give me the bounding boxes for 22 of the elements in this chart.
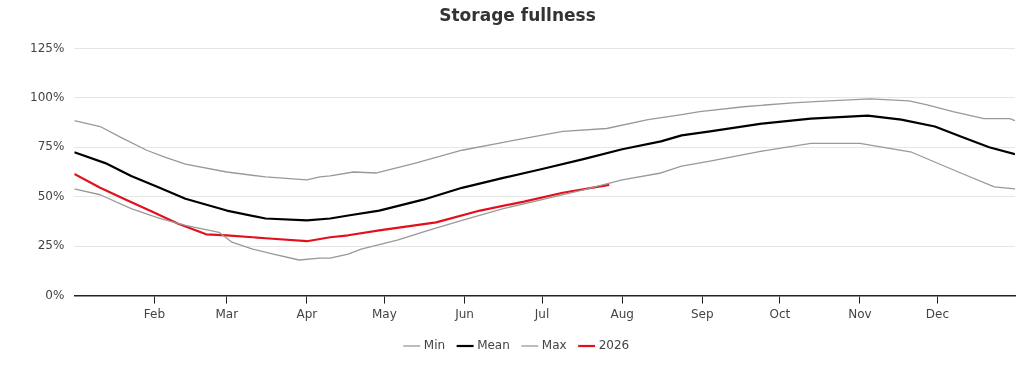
- x-tick-label: Oct: [769, 306, 791, 321]
- x-tick-label: Aug: [610, 306, 634, 321]
- x-tick-label: Feb: [143, 306, 166, 321]
- y-tick-label: 25%: [37, 238, 65, 253]
- chart-title: Storage fullness: [439, 4, 596, 25]
- y-tick-label: 75%: [37, 139, 65, 154]
- legend-label: 2026: [598, 338, 630, 353]
- y-tick-label: 125%: [29, 40, 65, 55]
- y-tick-label: 50%: [37, 188, 65, 203]
- x-tick-label: Mar: [215, 306, 239, 321]
- y-tick-label: 0%: [45, 287, 65, 302]
- x-tick-label: Nov: [848, 306, 872, 321]
- x-tick-label: Jul: [533, 306, 550, 321]
- x-tick-label: Jun: [454, 306, 474, 321]
- y-tick-label: 100%: [29, 89, 65, 104]
- legend-label: Max: [541, 338, 567, 353]
- x-tick-label: Apr: [296, 306, 318, 321]
- legend-label: Mean: [477, 338, 510, 353]
- legend-label: Min: [423, 338, 446, 353]
- x-tick-label: Sep: [690, 306, 714, 321]
- x-tick-label: Dec: [925, 306, 950, 321]
- x-tick-label: May: [372, 306, 397, 321]
